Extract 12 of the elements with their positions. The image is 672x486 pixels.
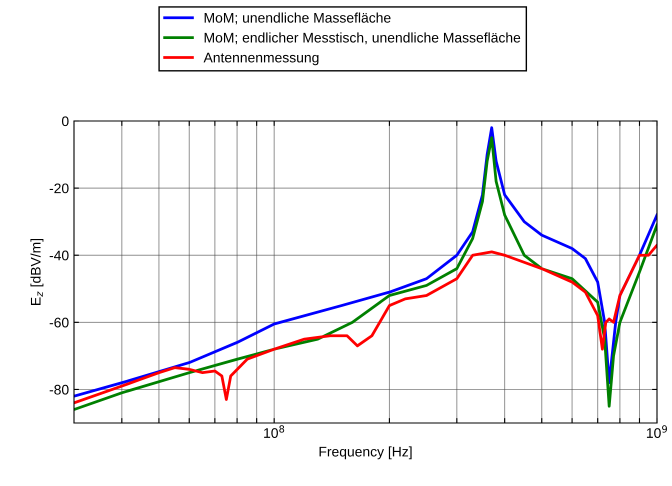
- x-tick-label: 10$^{9}$: [646, 425, 667, 438]
- y-tick-label: -80: [50, 384, 69, 395]
- y-tick-label: -20: [50, 183, 69, 194]
- y-axis-title: E$_{z}$ [dBV/m]: [30, 238, 44, 305]
- y-tick-label: -40: [50, 250, 69, 260]
- legend-label: MoM; unendliche Massefläche: [204, 12, 391, 24]
- y-tick-label: -60: [50, 318, 69, 328]
- y-tick-label: 0: [62, 116, 69, 126]
- x-tick-label: 10$^{8}$: [264, 425, 284, 438]
- legend-label: MoM; endlicher Messtisch, unendliche Massefläche: [204, 32, 520, 44]
- x-axis-title: Frequency [Hz]: [320, 446, 412, 460]
- legend-label: Antennenmessung: [204, 52, 318, 66]
